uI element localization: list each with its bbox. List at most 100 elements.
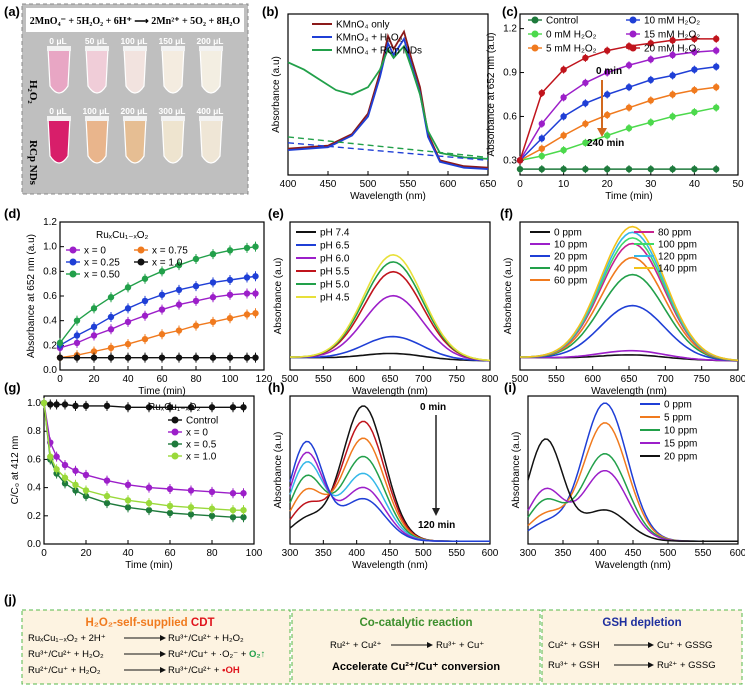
data-point (243, 354, 251, 361)
data-point (90, 354, 98, 361)
legend-marker (69, 246, 77, 254)
legend-label: pH 5.5 (320, 267, 350, 278)
cocatalytic-eq-lhs: Ru²⁺ + Cu²⁺ (330, 640, 381, 651)
data-point (226, 276, 234, 284)
legend-label: pH 6.0 (320, 254, 350, 265)
data-point (604, 165, 611, 173)
legend-label: pH 5.0 (320, 280, 350, 291)
x-tick-label: 0 (41, 548, 47, 559)
panel-a-photo (21, 3, 249, 195)
data-point (73, 317, 81, 324)
data-point (226, 247, 234, 254)
tube-volume-label: 100 μL (83, 106, 110, 116)
x-tick-label: 60 (156, 374, 168, 385)
y-tick-label: 0.2 (27, 511, 41, 522)
x-tick-label: 50 (732, 179, 744, 190)
x-axis-title: Wavelength (nm) (350, 191, 426, 202)
series-line (527, 453, 738, 542)
tube-volume-label: 0 μL (49, 36, 66, 46)
tube-volume-label: 150 μL (159, 36, 186, 46)
data-point (61, 461, 69, 469)
series-line (290, 294, 491, 362)
data-point (669, 37, 676, 44)
x-tick-label: 40 (122, 548, 134, 559)
gsh-eq-lhs: Cu²⁺ + GSH (548, 640, 600, 651)
legend-label: KMnO₄ + H₂O₂ (336, 33, 403, 44)
cdt-eq-lhs: Ru²⁺/Cu⁺ + H₂O₂ (28, 665, 101, 676)
x-tick-label: 450 (320, 179, 337, 190)
legend-label: 120 ppm (658, 252, 697, 263)
legend-label: 10 ppm (664, 426, 697, 437)
data-point (604, 132, 611, 139)
legend-marker (69, 270, 77, 278)
series-line (519, 65, 717, 161)
data-point (166, 485, 174, 493)
x-tick-label: 350 (315, 548, 332, 559)
tube-volume-label: 300 μL (159, 106, 186, 116)
data-point (124, 354, 132, 361)
x-tick-label: 450 (625, 548, 642, 559)
legend-label: 140 ppm (658, 264, 697, 275)
data-point (560, 146, 567, 154)
data-point (53, 466, 60, 473)
tube-cap (123, 116, 147, 121)
data-point (73, 339, 81, 347)
cocatalytic-box (291, 609, 541, 685)
tube (161, 117, 185, 164)
gsh-lines: Cu²⁺ + GSH Cu⁺ + GSSG Ru³⁺ + GSH Ru²⁺ + GSS… (548, 640, 716, 671)
gsh-eq-rhs: Ru²⁺ + GSSG (657, 660, 716, 671)
legend-label: Control (546, 16, 578, 27)
x-axis-title: Wavelength (nm) (595, 560, 671, 571)
data-point (158, 306, 166, 313)
data-point (647, 56, 654, 63)
data-point (560, 113, 567, 120)
chart-b: 400 450 500 550 600 650 Wavelength (nm) Absorba… (271, 13, 497, 202)
cdt-arrowhead (160, 667, 166, 673)
data-point (208, 512, 216, 520)
y-tick-label: 0.4 (43, 316, 57, 327)
y-tick-label: 0.8 (43, 266, 57, 277)
data-point (713, 47, 720, 54)
legend-marker (531, 16, 539, 24)
tube-cap (47, 46, 71, 51)
data-point (625, 165, 633, 173)
x-tick-label: 550 (448, 548, 465, 559)
x-tick-label: 800 (482, 374, 499, 385)
chart-d: 0 20 40 60 80 100 120 0.0 0.2 0.4 0.6 0.8 1.0 1.2 Time… (26, 217, 273, 397)
y-tick-label: 0.3 (503, 155, 517, 166)
data-point (187, 511, 195, 518)
data-point (56, 339, 64, 347)
data-point (252, 290, 259, 297)
y-axis-title: Absorbance at 652 nm (a.u) (486, 33, 497, 157)
x-axis-title: Wavelength (nm) (591, 386, 667, 397)
y-tick-label: 0.0 (27, 539, 41, 550)
data-point (90, 323, 98, 331)
y-tick-label: 0.6 (503, 111, 517, 122)
data-point (107, 326, 115, 333)
data-point (61, 474, 69, 481)
data-point (226, 291, 234, 298)
data-point (209, 354, 217, 361)
legend-label: x = 0 (186, 428, 208, 439)
chart-f: 500 550 600 650 700 750 800 Wavelength (nm) Abso… (503, 221, 745, 397)
data-point (141, 335, 149, 343)
legend-marker (629, 16, 637, 24)
panel-g-label: (g) (4, 380, 21, 395)
x-tick-label: 40 (122, 374, 134, 385)
row1-tubes: 0 μL 50 μL 100 μL 150 μL 200 μL (47, 36, 223, 94)
data-point (560, 132, 567, 139)
x-tick-label: 20 (80, 548, 92, 559)
cdt-eq-rhs: Ru²⁺/Cu⁺ + ·O₂⁻ + O₂↑ (168, 649, 265, 660)
data-point (713, 83, 720, 91)
tube (85, 117, 109, 164)
x-tick-label: 500 (415, 548, 432, 559)
legend-label: 20 mM H₂O₂ (644, 44, 700, 55)
data-point (669, 72, 676, 79)
chart-e: 500 550 600 650 700 750 800 Wavelength (nm) Abso… (273, 221, 499, 397)
y-tick-label: 1.0 (27, 398, 41, 409)
data-point (145, 506, 153, 514)
legend-marker (531, 30, 539, 38)
plot-frame (43, 395, 255, 545)
data-point (243, 244, 251, 252)
